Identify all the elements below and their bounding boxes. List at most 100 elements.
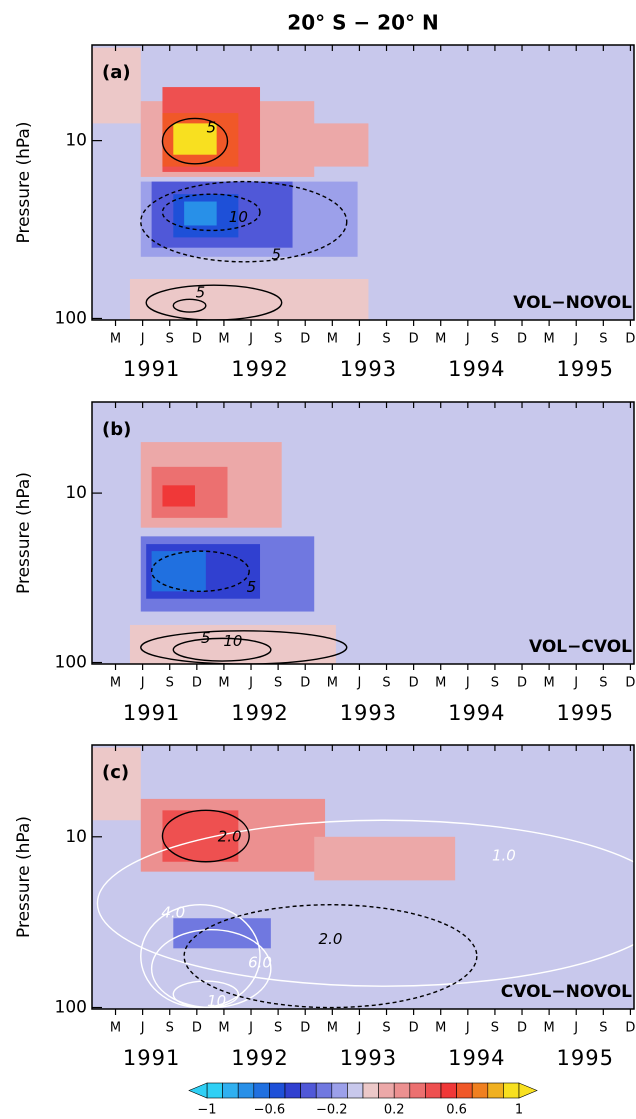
contour-line (183, 904, 478, 1009)
contour-label: 10 (229, 208, 248, 226)
x-tick-label: M (544, 1021, 555, 1036)
x-tick-label: J (357, 1021, 362, 1036)
y-tick-label: 100 (55, 653, 87, 673)
x-tick-label: M (435, 1021, 446, 1036)
year-label: 1994 (448, 701, 505, 725)
colorbar-arrow-low (188, 1082, 208, 1099)
colorbar-segment (362, 1082, 379, 1099)
x-tick-label: D (625, 332, 635, 347)
contour-line (150, 550, 250, 593)
x-tick-label: D (300, 332, 310, 347)
colorbar-segment (222, 1082, 239, 1099)
colorbar-tick-label: 1 (515, 1103, 523, 1118)
x-tick-label: S (166, 676, 174, 691)
year-label: 1992 (231, 1046, 288, 1070)
x-tick-label: J (140, 676, 145, 691)
contour-line (172, 298, 207, 313)
year-label: 1995 (556, 701, 613, 725)
x-tick-label: M (218, 1021, 229, 1036)
year-label: 1992 (231, 701, 288, 725)
x-tick-label: S (599, 1021, 607, 1036)
contour-label: 5 (247, 578, 257, 596)
year-label: 1993 (340, 701, 397, 725)
x-tick-label: D (625, 1021, 635, 1036)
panel-label: (a) (102, 62, 131, 83)
anomaly-cell (92, 47, 141, 124)
background-field (92, 402, 634, 664)
year-label: 1994 (448, 1046, 505, 1070)
contour-label: 5 (206, 119, 216, 137)
colorbar-segment (269, 1082, 286, 1099)
x-tick-label: M (110, 1021, 121, 1036)
x-tick-label: D (409, 332, 419, 347)
x-tick-label: M (327, 676, 338, 691)
contour-line (145, 284, 283, 320)
colorbar-segment (206, 1082, 223, 1099)
colorbar-tick-label: 0.6 (446, 1103, 467, 1118)
x-tick-label: M (110, 332, 121, 347)
contour-line (96, 819, 634, 987)
experiment-label: VOL−NOVOL (513, 293, 632, 313)
experiment-label: CVOL−NOVOL (501, 982, 632, 1002)
plot-area: 5 5 10 5 (92, 45, 634, 320)
anomaly-cell (162, 485, 195, 507)
colorbar-tick-label: −0.6 (254, 1103, 286, 1118)
plot-area: 1.0 4.0 6.0 10 2.0 2.0 (92, 745, 634, 1010)
anomaly-cell (129, 279, 369, 320)
year-label: 1993 (340, 1046, 397, 1070)
x-tick-label: J (465, 332, 470, 347)
x-tick-label: D (517, 676, 527, 691)
contour-line (161, 193, 261, 232)
colorbar-segment (440, 1082, 457, 1099)
x-tick-label: S (382, 332, 390, 347)
contour-label: 2.0 (218, 827, 242, 845)
x-tick-label: M (218, 676, 229, 691)
x-tick-label: J (248, 676, 253, 691)
contour-label: 1.0 (492, 847, 516, 865)
year-label: 1991 (123, 1046, 180, 1070)
contour-label: 4.0 (161, 904, 185, 922)
x-tick-label: S (382, 676, 390, 691)
colorbar-segment (425, 1082, 442, 1099)
y-tick-label: 100 (55, 998, 87, 1018)
colorbar-segment (300, 1082, 317, 1099)
x-tick-label: S (491, 1021, 499, 1036)
y-axis-label: Pressure (hPa) (14, 472, 34, 594)
x-tick-label: M (218, 332, 229, 347)
contour-line (172, 637, 272, 662)
x-tick-label: M (327, 332, 338, 347)
x-tick-label: J (465, 676, 470, 691)
plot-area: 5 5 10 (92, 402, 634, 664)
x-tick-label: J (357, 676, 362, 691)
y-axis-label: Pressure (hPa) (14, 122, 34, 244)
colorbar-arrow-high (518, 1082, 538, 1099)
contour-line (161, 117, 229, 165)
contour-label: 6.0 (248, 954, 272, 972)
x-tick-label: J (465, 1021, 470, 1036)
contour-label: 10 (223, 632, 242, 650)
colorbar-segment (393, 1082, 411, 1099)
contour-label: 10 (207, 992, 226, 1010)
x-tick-label: D (192, 332, 202, 347)
x-tick-label: J (573, 1021, 578, 1036)
year-label: 1993 (340, 357, 397, 381)
year-label: 1994 (448, 357, 505, 381)
colorbar-segment (456, 1082, 473, 1099)
anomaly-cell (162, 810, 239, 862)
contour-label: 2.0 (319, 930, 343, 948)
y-tick-label: 100 (55, 308, 87, 328)
x-tick-label: S (166, 1021, 174, 1036)
colorbar-segment (315, 1082, 333, 1099)
x-tick-label: D (192, 676, 202, 691)
anomaly-cell (92, 747, 141, 821)
year-label: 1992 (231, 357, 288, 381)
x-tick-label: M (435, 676, 446, 691)
x-tick-label: D (409, 1021, 419, 1036)
y-tick-label: 10 (65, 827, 87, 847)
contour-label: 5 (201, 629, 211, 647)
x-tick-label: J (573, 332, 578, 347)
year-label: 1995 (556, 357, 613, 381)
x-tick-label: S (599, 332, 607, 347)
contour-label: 5 (196, 284, 206, 302)
x-tick-label: D (625, 676, 635, 691)
